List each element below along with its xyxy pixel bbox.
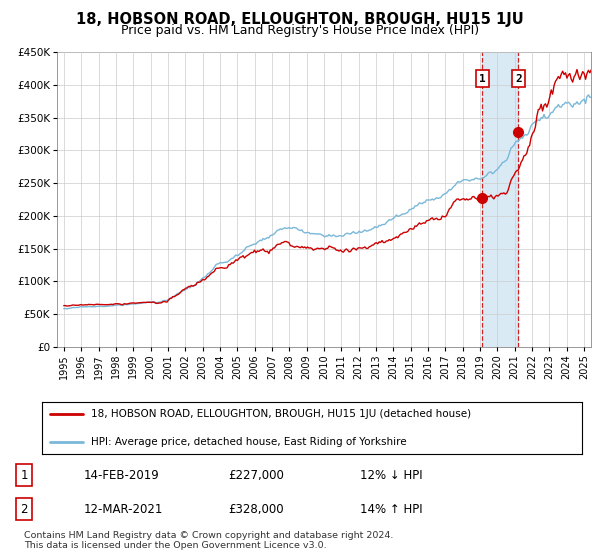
Text: 12-MAR-2021: 12-MAR-2021	[84, 502, 163, 516]
Text: 2: 2	[20, 502, 28, 516]
Text: 14-FEB-2019: 14-FEB-2019	[84, 469, 160, 482]
Text: HPI: Average price, detached house, East Riding of Yorkshire: HPI: Average price, detached house, East…	[91, 437, 406, 446]
Text: 2: 2	[515, 73, 522, 83]
Text: 14% ↑ HPI: 14% ↑ HPI	[360, 502, 422, 516]
Text: 18, HOBSON ROAD, ELLOUGHTON, BROUGH, HU15 1JU: 18, HOBSON ROAD, ELLOUGHTON, BROUGH, HU1…	[76, 12, 524, 27]
Text: £227,000: £227,000	[228, 469, 284, 482]
Text: 1: 1	[479, 73, 485, 83]
Text: £328,000: £328,000	[228, 502, 284, 516]
Text: 12% ↓ HPI: 12% ↓ HPI	[360, 469, 422, 482]
Text: 1: 1	[20, 469, 28, 482]
Text: 18, HOBSON ROAD, ELLOUGHTON, BROUGH, HU15 1JU (detached house): 18, HOBSON ROAD, ELLOUGHTON, BROUGH, HU1…	[91, 409, 471, 419]
Text: Contains HM Land Registry data © Crown copyright and database right 2024.
This d: Contains HM Land Registry data © Crown c…	[24, 530, 394, 550]
Bar	[482, 52, 518, 347]
Text: Price paid vs. HM Land Registry's House Price Index (HPI): Price paid vs. HM Land Registry's House …	[121, 24, 479, 36]
